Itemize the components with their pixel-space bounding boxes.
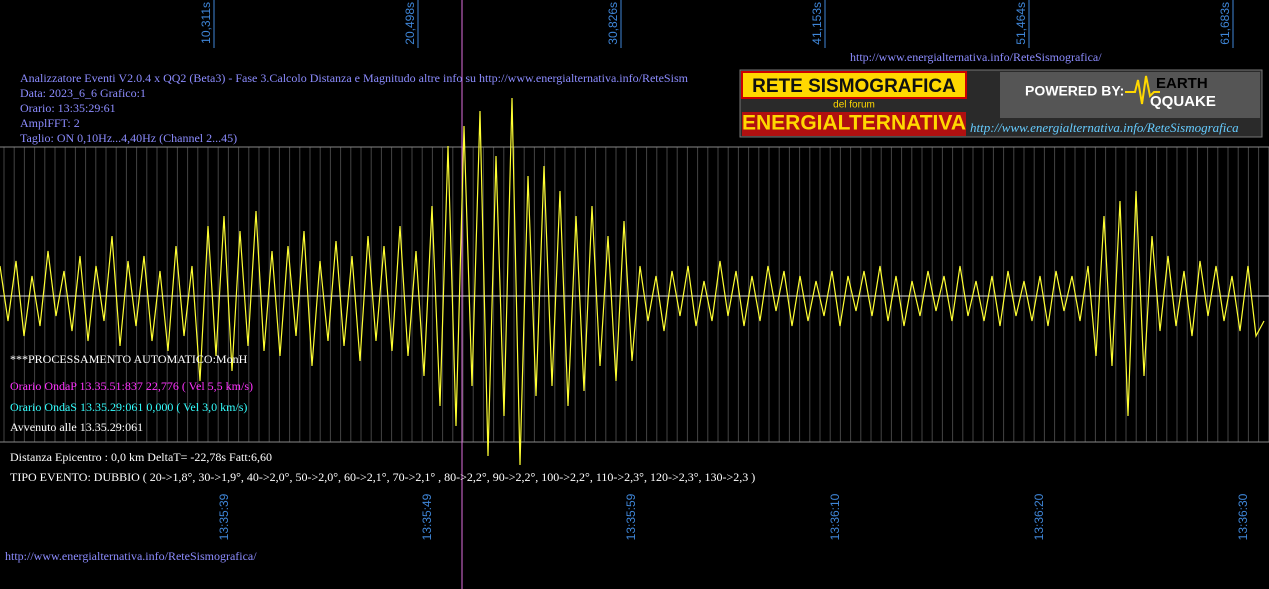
logo-title-bg bbox=[741, 71, 967, 99]
logo-subtitle: del forum bbox=[833, 100, 875, 111]
top-time-label: 41,153s bbox=[810, 2, 824, 45]
onda-s: Orario OndaS 13.35.29:061 0,000 ( Vel 3,… bbox=[10, 400, 247, 414]
bottom-time-label: 13:35:59 bbox=[624, 493, 638, 540]
bottom-time-label: 13:36:10 bbox=[828, 493, 842, 540]
bottom-time-label: 13:36:20 bbox=[1032, 493, 1046, 540]
info-line: Analizzatore Eventi V2.0.4 x QQ2 (Beta3)… bbox=[20, 71, 689, 85]
logo-title: RETE SISMOGRAFICA bbox=[752, 76, 956, 97]
top-time-label: 61,683s bbox=[1218, 2, 1232, 45]
logo-powered: POWERED BY: bbox=[1025, 83, 1124, 99]
bottom-time-label: 13:35:39 bbox=[217, 493, 231, 540]
top-time-label: 10,311s bbox=[199, 2, 213, 44]
info-line: Taglio: ON 0,10Hz...4,40Hz (Channel 2...… bbox=[20, 131, 237, 145]
avvenuto: Avvenuto alle 13.35.29:061 bbox=[10, 420, 143, 434]
grid bbox=[3, 147, 1269, 442]
logo: RETE SISMOGRAFICA del forum ENERGIALTERN… bbox=[739, 69, 1263, 138]
url-top[interactable]: http://www.energialternativa.info/ReteSi… bbox=[850, 50, 1102, 64]
distanza: Distanza Epicentro : 0,0 km DeltaT= -22,… bbox=[10, 450, 272, 464]
waveform-group bbox=[0, 97, 1265, 466]
processing: ***PROCESSAMENTO AUTOMATICO:MonH bbox=[10, 352, 248, 366]
time-labels: 10,311s 20,498s 30,826s 41,153s 51,464s 61,68… bbox=[199, 0, 1250, 540]
info-lines: Analizzatore Eventi V2.0.4 x QQ2 (Beta3)… bbox=[20, 71, 689, 145]
info-line: AmplFFT: 2 bbox=[20, 116, 80, 130]
top-time-label: 20,498s bbox=[403, 2, 417, 45]
top-time-label: 30,826s bbox=[606, 2, 620, 45]
logo-quake: QQUAKE bbox=[1150, 93, 1216, 110]
logo-quake-icon bbox=[1125, 75, 1160, 105]
tipo-evento: TIPO EVENTO: DUBBIO ( 20->1,8°, 30->1,9°… bbox=[10, 470, 755, 484]
info-line: Data: 2023_6_6 Grafico:1 bbox=[20, 86, 146, 100]
url-bottom[interactable]: http://www.energialternativa.info/ReteSi… bbox=[5, 549, 257, 563]
waveform bbox=[0, 97, 1265, 466]
logo-powered-bg bbox=[1000, 72, 1260, 118]
onda-p: Orario OndaP 13.35.51:837 22,776 ( Vel 5… bbox=[10, 379, 253, 393]
bottom-time-label: 13:36:30 bbox=[1236, 493, 1250, 540]
bottom-time-label: 13:35:49 bbox=[420, 493, 434, 540]
top-time-label: 51,464s bbox=[1014, 2, 1028, 45]
logo-brand-bg bbox=[742, 112, 966, 136]
logo-brand: ENERGIALTERNATIVA bbox=[742, 112, 966, 135]
logo-url[interactable]: http://www.energialternativa.info/ReteSi… bbox=[970, 120, 1239, 135]
info-line: Orario: 13:35:29:61 bbox=[20, 101, 116, 115]
logo-earth: EARTH bbox=[1156, 75, 1208, 92]
